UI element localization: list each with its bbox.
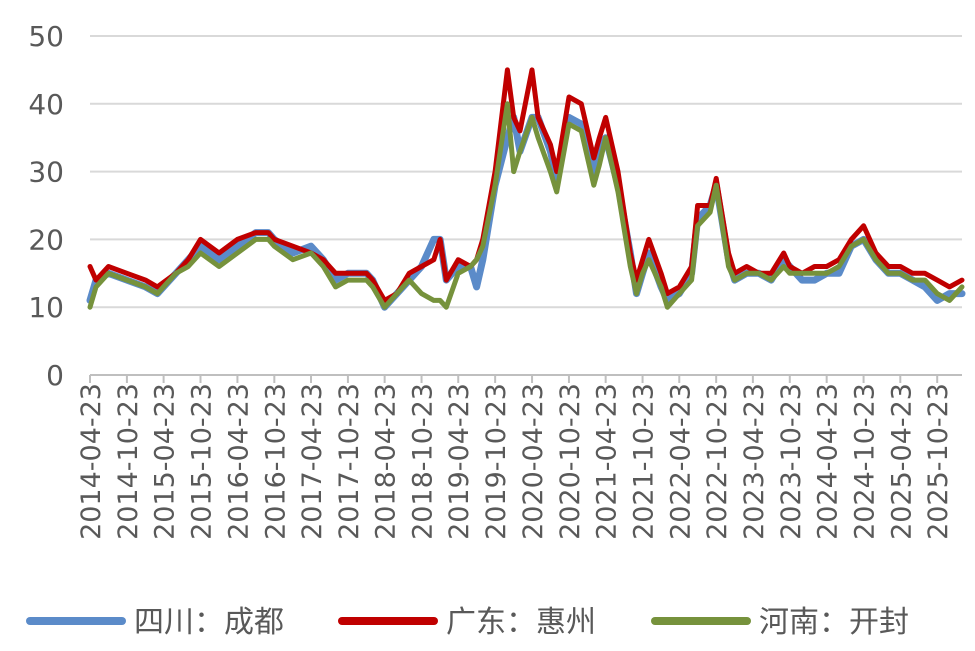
x-tick-label: 2020-04-23 bbox=[518, 383, 549, 540]
x-tick-label: 2022-04-23 bbox=[665, 383, 696, 540]
legend-label-3: 河南：开封 bbox=[759, 605, 909, 640]
y-tick-label: 40 bbox=[28, 88, 64, 121]
x-tick-label: 2017-10-23 bbox=[334, 383, 365, 540]
x-tick-label: 2025-10-23 bbox=[923, 383, 954, 540]
x-tick-label: 2017-04-23 bbox=[297, 383, 328, 540]
x-tick-label: 2014-04-23 bbox=[76, 383, 107, 540]
y-axis-tick-labels: 0 10 20 30 40 50 bbox=[28, 20, 64, 392]
x-tick-label: 2023-04-23 bbox=[739, 383, 770, 540]
y-tick-label: 50 bbox=[28, 20, 64, 53]
x-tick-label: 2023-10-23 bbox=[776, 383, 807, 540]
x-tick-label: 2024-04-23 bbox=[813, 383, 844, 540]
x-tick-label: 2016-04-23 bbox=[223, 383, 254, 540]
x-tick-label: 2019-10-23 bbox=[481, 383, 512, 540]
x-axis-tick-labels: 2014-04-23 2014-10-23 2015-04-23 2015-10-23… bbox=[76, 383, 954, 540]
x-tick-label: 2015-10-23 bbox=[187, 383, 218, 540]
series-lines bbox=[86, 67, 966, 311]
x-tick-label: 2022-10-23 bbox=[702, 383, 733, 540]
series-line-3 bbox=[87, 101, 965, 310]
y-tick-label: 20 bbox=[28, 223, 64, 256]
x-tick-label: 2020-10-23 bbox=[555, 383, 586, 540]
x-tick-label: 2019-04-23 bbox=[444, 383, 475, 540]
x-tick-label: 2018-10-23 bbox=[408, 383, 439, 540]
legend-label-1: 四川：成都 bbox=[134, 605, 284, 640]
x-tick-label: 2014-10-23 bbox=[113, 383, 144, 540]
legend-label-2: 广东：惠州 bbox=[446, 605, 596, 640]
x-tick-label: 2024-10-23 bbox=[850, 383, 881, 540]
x-axis bbox=[89, 374, 962, 383]
x-tick-label: 2016-10-23 bbox=[260, 383, 291, 540]
x-tick-label: 2021-04-23 bbox=[592, 383, 623, 540]
legend: 四川：成都 广东：惠州 河南：开封 bbox=[26, 605, 909, 640]
x-tick-label: 2015-04-23 bbox=[150, 383, 181, 540]
x-tick-label: 2021-10-23 bbox=[629, 383, 660, 540]
series-line-1 bbox=[86, 113, 966, 311]
y-tick-label: 30 bbox=[28, 156, 64, 189]
x-tick-label: 2025-04-23 bbox=[886, 383, 917, 540]
x-tick-label: 2018-04-23 bbox=[371, 383, 402, 540]
y-tick-label: 0 bbox=[46, 359, 64, 392]
y-tick-label: 10 bbox=[28, 291, 64, 324]
